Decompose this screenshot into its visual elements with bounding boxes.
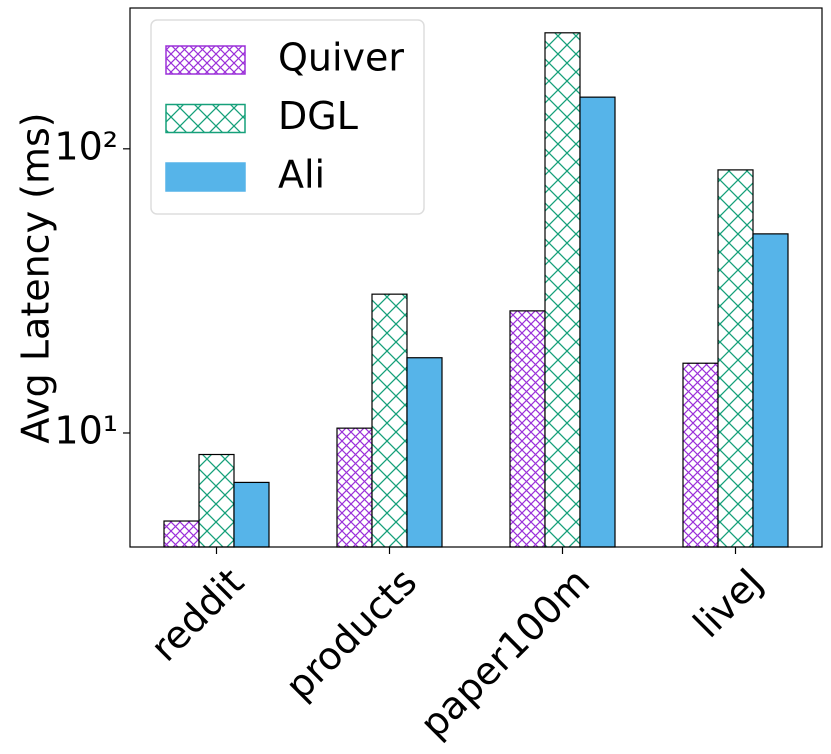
- bar: [579, 96, 616, 548]
- bar: [717, 169, 754, 548]
- bar: [682, 362, 719, 548]
- bar: [371, 293, 408, 548]
- bar: [163, 520, 200, 548]
- y-tick-label: 10¹: [54, 408, 118, 452]
- y-axis-label: Avg Latency (ms): [14, 112, 58, 443]
- legend-label: Quiver: [278, 36, 404, 80]
- y-tick-label: 10²: [54, 124, 118, 168]
- plot-frame: [129, 7, 823, 548]
- legend-swatch: [165, 103, 246, 134]
- x-tick-label: products: [277, 560, 425, 708]
- legend-swatch: [165, 162, 246, 192]
- bar: [198, 453, 235, 548]
- bar: [233, 481, 270, 548]
- bar: [336, 427, 373, 548]
- x-tick-label: liveJ: [685, 560, 771, 646]
- legend-swatch: [165, 45, 246, 75]
- bar: [752, 233, 789, 548]
- x-tick-label: paper100m: [412, 560, 599, 747]
- bar: [406, 357, 443, 548]
- x-tick-label: reddit: [142, 560, 252, 670]
- legend-label: DGL: [278, 94, 358, 138]
- bar: [509, 310, 546, 548]
- legend-label: Ali: [278, 153, 325, 197]
- bar: [544, 32, 581, 548]
